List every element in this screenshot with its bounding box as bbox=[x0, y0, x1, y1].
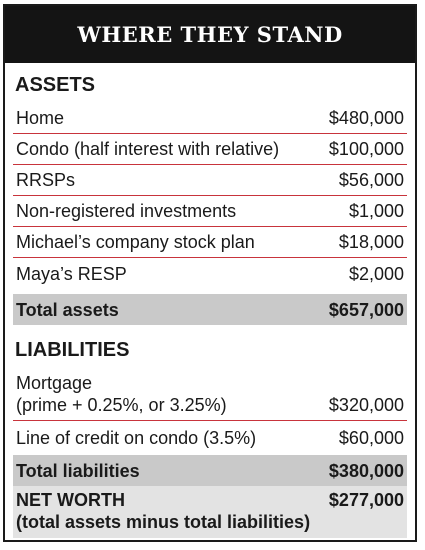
net-worth-title: NET WORTH bbox=[16, 490, 125, 510]
liabilities-heading: LIABILITIES bbox=[15, 339, 130, 361]
asset-label: Maya’s RESP bbox=[16, 264, 127, 284]
total-liabilities-row: Total liabilities $380,000 bbox=[13, 455, 407, 486]
asset-value: $1,000 bbox=[348, 201, 404, 221]
liability-value: $60,000 bbox=[338, 428, 404, 448]
asset-row: Michael’s company stock plan $18,000 bbox=[13, 227, 407, 258]
asset-value: $18,000 bbox=[338, 232, 404, 252]
total-liabilities-label: Total liabilities bbox=[16, 461, 140, 481]
total-assets-label: Total assets bbox=[16, 300, 119, 320]
total-assets-row: Total assets $657,000 bbox=[13, 294, 407, 325]
table-title: WHERE THEY STAND bbox=[5, 6, 415, 63]
net-worth-label: NET WORTH (total assets minus total liab… bbox=[16, 489, 310, 533]
asset-label: Home bbox=[16, 108, 65, 128]
liability-label: Line of credit on condo (3.5%) bbox=[16, 428, 257, 448]
asset-row: Condo (half interest with relative) $100… bbox=[13, 134, 407, 165]
liability-row: Line of credit on condo (3.5%) $60,000 bbox=[13, 422, 407, 453]
asset-label: RRSPs bbox=[16, 170, 76, 190]
asset-value: $56,000 bbox=[338, 170, 404, 190]
net-worth-table: WHERE THEY STAND ASSETS Home $480,000 Co… bbox=[3, 4, 417, 542]
mortgage-rate: (prime + 0.25%, or 3.25%) bbox=[16, 395, 227, 415]
total-assets-value: $657,000 bbox=[328, 300, 404, 320]
asset-label: Non-registered investments bbox=[16, 201, 237, 221]
net-worth-note: (total assets minus total liabilities) bbox=[16, 512, 311, 532]
liability-row: Mortgage (prime + 0.25%, or 3.25%) $320,… bbox=[13, 369, 407, 421]
assets-heading: ASSETS bbox=[15, 74, 96, 96]
asset-row: Maya’s RESP $2,000 bbox=[13, 258, 407, 289]
total-liabilities-value: $380,000 bbox=[328, 461, 404, 481]
mortgage-label: Mortgage bbox=[16, 373, 93, 393]
asset-row: RRSPs $56,000 bbox=[13, 165, 407, 196]
liability-label: Mortgage (prime + 0.25%, or 3.25%) bbox=[16, 372, 227, 416]
asset-label: Michael’s company stock plan bbox=[16, 232, 255, 252]
asset-value: $100,000 bbox=[328, 139, 404, 159]
net-worth-row: NET WORTH (total assets minus total liab… bbox=[13, 486, 407, 538]
asset-label: Condo (half interest with relative) bbox=[16, 139, 280, 159]
asset-value: $2,000 bbox=[348, 264, 404, 284]
asset-row: Home $480,000 bbox=[13, 103, 407, 134]
asset-value: $480,000 bbox=[328, 108, 404, 128]
asset-row: Non-registered investments $1,000 bbox=[13, 196, 407, 227]
liability-value: $320,000 bbox=[328, 395, 404, 415]
net-worth-value: $277,000 bbox=[328, 490, 404, 510]
